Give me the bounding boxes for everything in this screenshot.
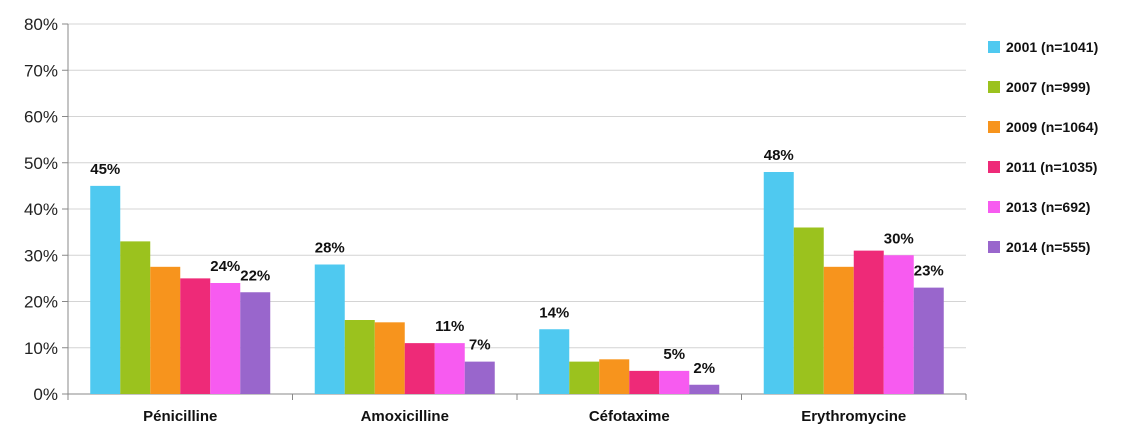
bar	[883, 255, 914, 394]
y-axis: 0% 10% 20% 30% 40% 50% 60% 70% 80%	[24, 15, 69, 404]
y-tick-label: 40%	[24, 200, 58, 219]
legend-label: 2009 (n=1064)	[1006, 119, 1098, 135]
bar	[210, 283, 241, 394]
category-label: Pénicilline	[143, 408, 217, 425]
x-axis: Pénicilline Amoxicilline Céfotaxime Erythro…	[67, 393, 967, 425]
bar	[120, 241, 151, 394]
bar	[539, 329, 570, 394]
bar	[404, 343, 435, 394]
bar	[763, 172, 794, 394]
y-tick-label: 0%	[33, 385, 58, 404]
bar	[793, 227, 824, 394]
legend-swatch	[988, 241, 1000, 253]
legend: 2001 (n=1041) 2007 (n=999) 2009 (n=1064) 20…	[988, 39, 1098, 255]
bar	[240, 292, 271, 394]
bar	[599, 359, 630, 394]
y-tick-label: 80%	[24, 15, 58, 34]
data-label: 45%	[90, 161, 120, 178]
bar	[689, 384, 720, 394]
bar	[344, 320, 375, 394]
y-tick-label: 60%	[24, 108, 58, 127]
legend-label: 2007 (n=999)	[1006, 79, 1090, 95]
bar	[853, 250, 884, 394]
bar	[913, 287, 944, 394]
data-labels: 45% 28% 14% 48% 24% 11% 5% 30% 22% 7% 2% 23%	[90, 147, 944, 377]
legend-swatch	[988, 81, 1000, 93]
bar	[180, 278, 211, 394]
data-label: 11%	[435, 318, 464, 335]
bar	[569, 361, 600, 394]
y-tick-label: 20%	[24, 293, 58, 312]
bar	[629, 370, 660, 394]
bar	[90, 185, 121, 394]
data-label: 22%	[240, 267, 270, 284]
bar	[434, 343, 465, 394]
bar	[659, 370, 690, 394]
data-label: 23%	[914, 263, 944, 280]
bar	[150, 266, 181, 394]
bar	[374, 322, 405, 394]
data-label: 7%	[469, 337, 491, 354]
legend-swatch	[988, 41, 1000, 53]
legend-label: 2001 (n=1041)	[1006, 39, 1098, 55]
bar	[314, 264, 345, 394]
data-label: 14%	[539, 304, 569, 321]
data-label: 5%	[663, 346, 685, 363]
data-label: 48%	[764, 147, 794, 164]
y-tick-label: 30%	[24, 246, 58, 265]
bars	[90, 172, 944, 394]
y-tick-label: 70%	[24, 61, 58, 80]
category-label: Amoxicilline	[361, 408, 449, 425]
legend-swatch	[988, 161, 1000, 173]
legend-label: 2011 (n=1035)	[1006, 159, 1097, 175]
bar	[464, 361, 495, 394]
y-tick-label: 10%	[24, 339, 58, 358]
legend-label: 2013 (n=692)	[1006, 199, 1090, 215]
data-label: 28%	[315, 240, 345, 257]
bar	[823, 266, 854, 394]
legend-label: 2014 (n=555)	[1006, 239, 1090, 255]
data-label: 30%	[884, 230, 914, 247]
category-label: Céfotaxime	[589, 408, 670, 425]
legend-swatch	[988, 121, 1000, 133]
data-label: 2%	[693, 360, 715, 377]
category-label: Erythromycine	[801, 408, 906, 425]
data-label: 24%	[210, 258, 240, 275]
legend-swatch	[988, 201, 1000, 213]
y-tick-label: 50%	[24, 154, 58, 173]
